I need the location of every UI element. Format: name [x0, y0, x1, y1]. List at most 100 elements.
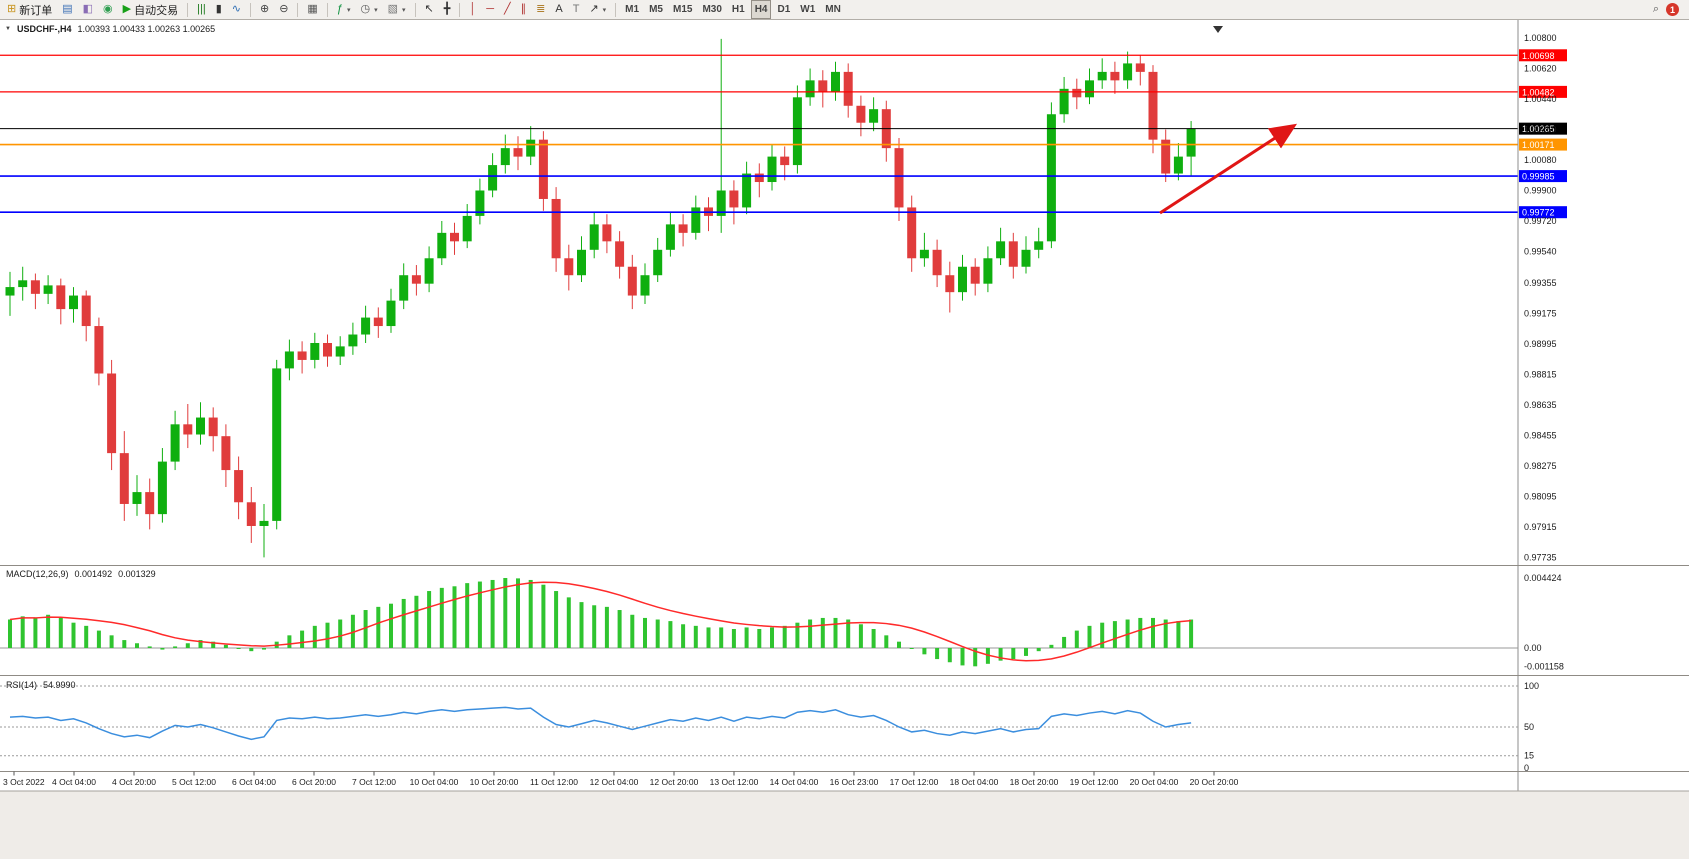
tf-h1-button[interactable]: H1 [728, 0, 749, 19]
tf-h4-button[interactable]: H4 [750, 0, 772, 19]
text-icon: A [555, 3, 563, 15]
tf-m15-button-label: M15 [672, 4, 693, 15]
toolbar-separator [326, 2, 328, 17]
svg-text:0.98275: 0.98275 [1524, 461, 1557, 471]
tf-m5-button[interactable]: M5 [645, 0, 667, 19]
templates-button[interactable]: ▧ ▾ [384, 0, 410, 19]
svg-text:19 Oct 12:00: 19 Oct 12:00 [1070, 777, 1119, 787]
zoom-out-button[interactable]: ⊖ [275, 0, 292, 19]
macd-signal-line [9, 581, 1192, 662]
navigator-button[interactable]: ◉ [99, 0, 117, 19]
fibonacci-icon: ≣ [536, 3, 546, 15]
candlestick-mode-button[interactable]: ▮ [212, 0, 226, 19]
price-tag-0.99772: 0.99772 [1519, 206, 1567, 219]
tile-windows-button[interactable]: ▦ [303, 0, 321, 19]
indicators-icon: ƒ [336, 3, 343, 15]
svg-text:3 Oct 2022: 3 Oct 2022 [3, 777, 45, 787]
svg-text:0.99175: 0.99175 [1524, 308, 1557, 318]
indicators-caret-icon[interactable]: ▾ [346, 6, 351, 14]
chart-shift-marker-icon[interactable] [1213, 26, 1223, 33]
autotrading-button-label: 自动交易 [134, 4, 179, 17]
fibonacci-button[interactable]: ≣ [532, 0, 549, 19]
toolbar-group-pointer-tools: ↖ ╋ [421, 0, 455, 19]
svg-text:12 Oct 20:00: 12 Oct 20:00 [650, 777, 699, 787]
toolbar-group-chart-config: ƒ ▾ ◷ ▾ ▧ ▾ [333, 0, 410, 19]
toolbar-separator [297, 2, 299, 17]
arrows-button[interactable]: ↗ ▾ [585, 0, 610, 19]
horizontal-line-button[interactable]: ─ [482, 0, 498, 19]
data-window-icon: ◧ [82, 3, 94, 15]
horizontal-line-icon: ─ [486, 3, 495, 15]
text-label-button[interactable]: T [569, 0, 584, 19]
cursor-button[interactable]: ↖ [421, 0, 438, 19]
notification-badge[interactable]: 1 [1666, 3, 1679, 16]
svg-text:17 Oct 12:00: 17 Oct 12:00 [890, 777, 939, 787]
svg-text:20 Oct 04:00: 20 Oct 04:00 [1130, 777, 1179, 787]
svg-text:10 Oct 20:00: 10 Oct 20:00 [470, 777, 519, 787]
tile-windows-icon: ▦ [307, 3, 318, 15]
svg-text:11 Oct 12:00: 11 Oct 12:00 [530, 777, 578, 787]
toolbar-group-timeframes: M1 M5 M15 M30 H1 H4 D1 W1 MN [621, 0, 845, 19]
macd-name: MACD(12,26,9) [6, 569, 69, 579]
tf-d1-button-label: D1 [777, 4, 791, 15]
market-watch-button[interactable]: ▤ [58, 0, 76, 19]
tf-m1-button-label: M1 [625, 4, 640, 15]
svg-text:1.00260: 1.00260 [1524, 124, 1557, 134]
tf-m15-button[interactable]: M15 [669, 0, 696, 19]
channel-button[interactable]: ∥ [517, 0, 531, 19]
toolbar-right: ⌕ 1 [1653, 3, 1686, 16]
svg-text:16 Oct 23:00: 16 Oct 23:00 [830, 777, 879, 787]
arrows-caret-icon[interactable]: ▾ [602, 6, 607, 14]
periods-caret-icon[interactable]: ▾ [374, 6, 378, 14]
time-axis[interactable]: 3 Oct 2022 4 Oct 04:00 4 Oct 20:00 5 Oct 12… [3, 771, 1239, 788]
macd-signal-value: 0.001329 [118, 569, 156, 579]
rsi-axis[interactable]: 100 50 15 0 [1524, 681, 1539, 773]
tf-m1-button[interactable]: M1 [621, 0, 643, 19]
svg-text:50: 50 [1524, 722, 1534, 732]
tf-d1-button[interactable]: D1 [773, 0, 794, 19]
svg-text:0.98995: 0.98995 [1524, 339, 1557, 349]
templates-caret-icon[interactable]: ▾ [401, 6, 406, 14]
tf-h4-button-label: H4 [754, 4, 768, 15]
svg-text:0.98095: 0.98095 [1524, 491, 1557, 501]
vertical-line-icon: │ [469, 3, 477, 15]
bottom-strip [0, 791, 1689, 859]
trendline-icon: ╱ [504, 3, 511, 15]
text-label-icon: T [572, 3, 580, 15]
text-button[interactable]: A [551, 0, 566, 19]
tf-mn-button[interactable]: MN [821, 0, 845, 19]
chart-title: ▼ USDCHF-,H4 1.00393 1.00433 1.00263 1.0… [5, 24, 215, 34]
autotrading-button[interactable]: ▶ 自动交易 [119, 0, 182, 19]
new-order-button[interactable]: ⊞ 新订单 [3, 0, 56, 19]
svg-text:14 Oct 04:00: 14 Oct 04:00 [770, 777, 819, 787]
price-tag-1.00482: 1.00482 [1519, 85, 1567, 98]
price-axis[interactable]: 1.00800 1.00620 1.00440 1.00260 1.00080 0.999… [1524, 33, 1557, 562]
svg-text:4 Oct 20:00: 4 Oct 20:00 [112, 777, 156, 787]
svg-text:10 Oct 04:00: 10 Oct 04:00 [410, 777, 459, 787]
tf-m30-button-label: M30 [702, 4, 722, 15]
tf-w1-button[interactable]: W1 [796, 0, 819, 19]
zoom-in-button[interactable]: ⊕ [256, 0, 273, 19]
data-window-button[interactable]: ◧ [79, 0, 97, 19]
trend-arrow[interactable] [1159, 123, 1298, 215]
macd-axis[interactable]: 0.004424 0.00 -0.001158 [1524, 573, 1564, 671]
price-tag-1.00171: 1.00171 [1519, 138, 1567, 151]
periods-icon: ◷ [360, 3, 371, 15]
periods-button[interactable]: ◷ ▾ [356, 0, 381, 19]
indicators-button[interactable]: ƒ ▾ [333, 0, 355, 19]
line-chart-mode-icon: ∿ [231, 3, 241, 15]
search-icon[interactable]: ⌕ [1652, 3, 1659, 15]
vertical-line-button[interactable]: │ [465, 0, 480, 19]
toolbar-group-zoom: ⊕ ⊖ [256, 0, 292, 19]
collapse-arrow-icon[interactable]: ▼ [5, 25, 11, 32]
svg-text:4 Oct 04:00: 4 Oct 04:00 [52, 777, 96, 787]
tf-m30-button[interactable]: M30 [698, 0, 725, 19]
toolbar-separator [459, 2, 461, 17]
svg-text:1.00080: 1.00080 [1524, 155, 1557, 165]
crosshair-button[interactable]: ╋ [440, 0, 455, 19]
chart-window: 1.00698 1.00482 1.00265 1.00171 0.99985 0.997… [0, 20, 1689, 859]
bar-chart-mode-button[interactable]: ||| [193, 0, 210, 19]
line-chart-mode-button[interactable]: ∿ [228, 0, 245, 19]
trendline-button[interactable]: ╱ [500, 0, 515, 19]
